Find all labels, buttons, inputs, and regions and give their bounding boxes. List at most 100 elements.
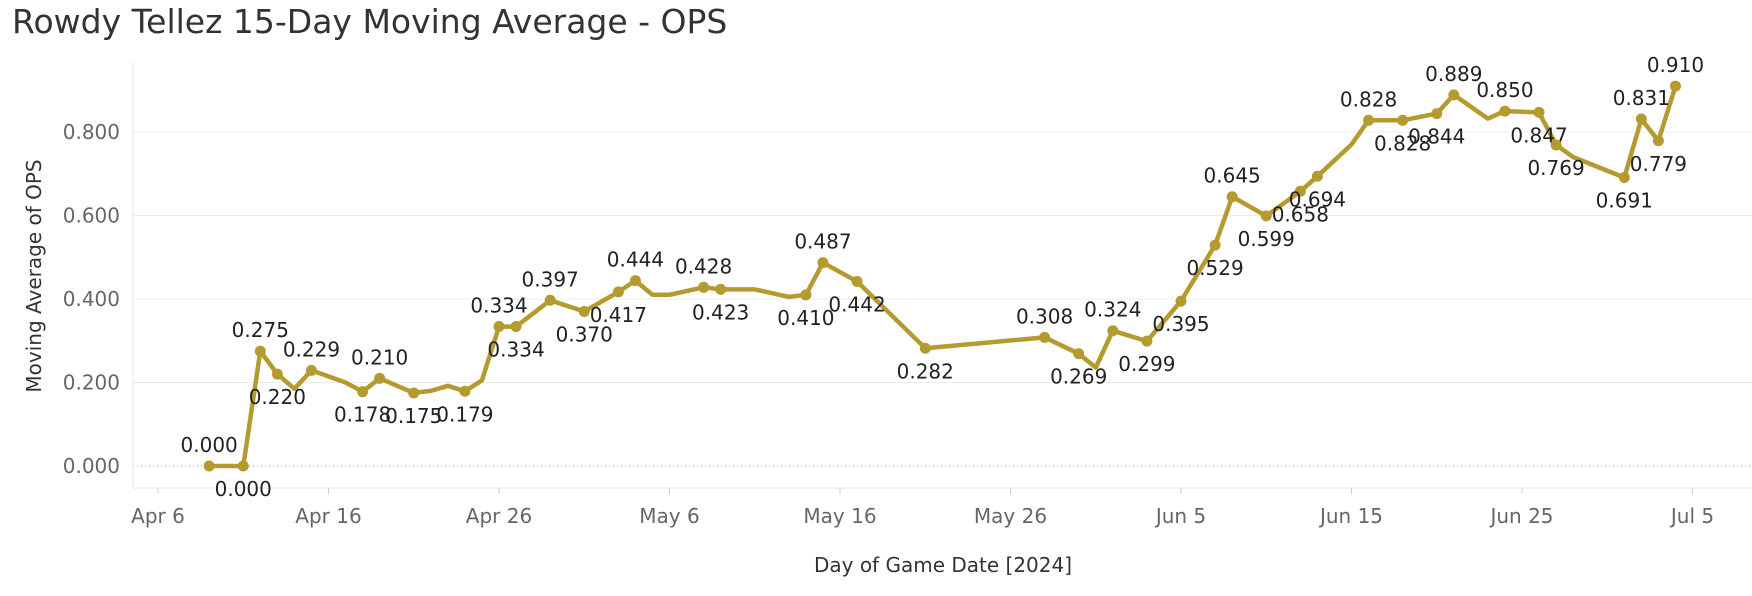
data-label: 0.000 xyxy=(215,477,272,501)
data-point xyxy=(510,321,522,333)
data-point xyxy=(919,342,931,354)
data-label: 0.410 xyxy=(777,306,834,330)
data-point xyxy=(1635,113,1647,125)
x-tick-label: May 16 xyxy=(803,504,876,528)
data-label: 0.417 xyxy=(590,303,647,327)
data-label: 0.269 xyxy=(1050,365,1107,389)
data-point xyxy=(1141,335,1153,347)
x-tick-label: Jun 15 xyxy=(1318,504,1383,528)
data-label: 0.423 xyxy=(692,300,749,324)
data-label: 0.779 xyxy=(1630,152,1687,176)
data-label: 0.487 xyxy=(794,230,851,254)
data-point xyxy=(374,372,386,384)
data-label: 0.828 xyxy=(1340,87,1397,111)
data-point xyxy=(1311,170,1323,182)
data-label: 0.850 xyxy=(1476,78,1533,102)
data-label: 0.334 xyxy=(470,294,527,318)
data-point xyxy=(459,385,471,397)
data-label: 0.844 xyxy=(1408,125,1465,149)
data-point xyxy=(1618,172,1630,184)
data-label: 0.828 xyxy=(1374,131,1431,155)
data-label: 0.645 xyxy=(1204,164,1261,188)
data-label: 0.220 xyxy=(249,385,306,409)
data-point xyxy=(1107,325,1119,337)
data-point xyxy=(851,275,863,287)
data-point xyxy=(1294,185,1306,197)
data-label: 0.889 xyxy=(1425,62,1482,86)
data-point xyxy=(1397,114,1409,126)
data-point xyxy=(1448,89,1460,101)
data-point xyxy=(271,368,283,380)
data-label: 0.229 xyxy=(283,337,340,361)
data-label: 0.334 xyxy=(487,338,544,362)
y-axis-title: Moving Average of OPS xyxy=(22,159,46,392)
data-point xyxy=(237,460,249,472)
x-axis-title: Day of Game Date [2024] xyxy=(814,553,1072,577)
data-label: 0.000 xyxy=(181,433,238,457)
data-point xyxy=(612,286,624,298)
x-tick-label: Apr 16 xyxy=(295,504,361,528)
data-label: 0.308 xyxy=(1016,304,1073,328)
data-label: 0.444 xyxy=(607,248,664,272)
y-axis-ticks: 0.000 0.200 0.400 0.600 0.800 xyxy=(63,120,120,478)
data-point xyxy=(578,306,590,318)
data-label: 0.275 xyxy=(232,318,289,342)
data-label: 0.428 xyxy=(675,254,732,278)
data-point xyxy=(1260,210,1272,222)
data-point xyxy=(254,345,266,357)
data-point xyxy=(817,257,829,269)
data-point xyxy=(1226,191,1238,203)
data-point xyxy=(1669,80,1681,92)
data-point xyxy=(800,289,812,301)
data-point xyxy=(1073,348,1085,360)
x-tick-label: Apr 6 xyxy=(131,504,185,528)
data-point xyxy=(1652,135,1664,147)
y-tick-label: 0.400 xyxy=(63,287,120,311)
data-point xyxy=(1499,105,1511,117)
data-label: 0.175 xyxy=(385,404,442,428)
y-tick-label: 0.200 xyxy=(63,371,120,395)
data-label: 0.395 xyxy=(1152,312,1209,336)
data-point xyxy=(357,386,369,398)
data-point xyxy=(544,294,556,306)
data-label: 0.178 xyxy=(334,403,391,427)
data-label: 0.370 xyxy=(556,323,613,347)
data-point xyxy=(1431,108,1443,120)
data-label: 0.282 xyxy=(897,359,954,383)
data-point xyxy=(698,281,710,293)
data-point xyxy=(1039,331,1051,343)
data-label: 0.179 xyxy=(436,402,493,426)
x-tick-label: Jun 5 xyxy=(1154,504,1206,528)
chart-title: Rowdy Tellez 15-Day Moving Average - OPS xyxy=(12,2,728,41)
x-tick-label: May 6 xyxy=(639,504,699,528)
data-point xyxy=(305,364,317,376)
data-label: 0.397 xyxy=(522,267,579,291)
data-point xyxy=(493,321,505,333)
data-point xyxy=(1175,295,1187,307)
y-tick-label: 0.600 xyxy=(63,204,120,228)
data-label: 0.691 xyxy=(1596,189,1653,213)
data-label: 0.599 xyxy=(1238,227,1295,251)
data-point xyxy=(203,460,215,472)
x-tick-label: Jun 25 xyxy=(1488,504,1553,528)
y-tick-label: 0.000 xyxy=(63,454,120,478)
x-tick-label: Apr 26 xyxy=(466,504,532,528)
x-tick-label: May 26 xyxy=(974,504,1047,528)
data-point xyxy=(1363,114,1375,126)
data-point xyxy=(1550,139,1562,151)
x-axis-ticks: Apr 6 Apr 16 Apr 26 May 6 May 16 May 26 Jun 5 J… xyxy=(131,488,1714,528)
data-label: 0.658 xyxy=(1272,202,1329,226)
data-point xyxy=(629,275,641,287)
data-label: 0.831 xyxy=(1613,86,1670,110)
data-point xyxy=(408,387,420,399)
series-ops: 0.000 0.000 0.275 0.220 0.229 0.178 0.210 0.175… xyxy=(181,53,1705,501)
data-point xyxy=(1209,239,1221,251)
data-label: 0.210 xyxy=(351,345,408,369)
data-label: 0.324 xyxy=(1084,298,1141,322)
data-label: 0.299 xyxy=(1118,352,1175,376)
y-tick-label: 0.800 xyxy=(63,120,120,144)
data-label: 0.694 xyxy=(1289,187,1346,211)
data-label: 0.910 xyxy=(1647,53,1704,77)
data-label: 0.769 xyxy=(1527,156,1584,180)
